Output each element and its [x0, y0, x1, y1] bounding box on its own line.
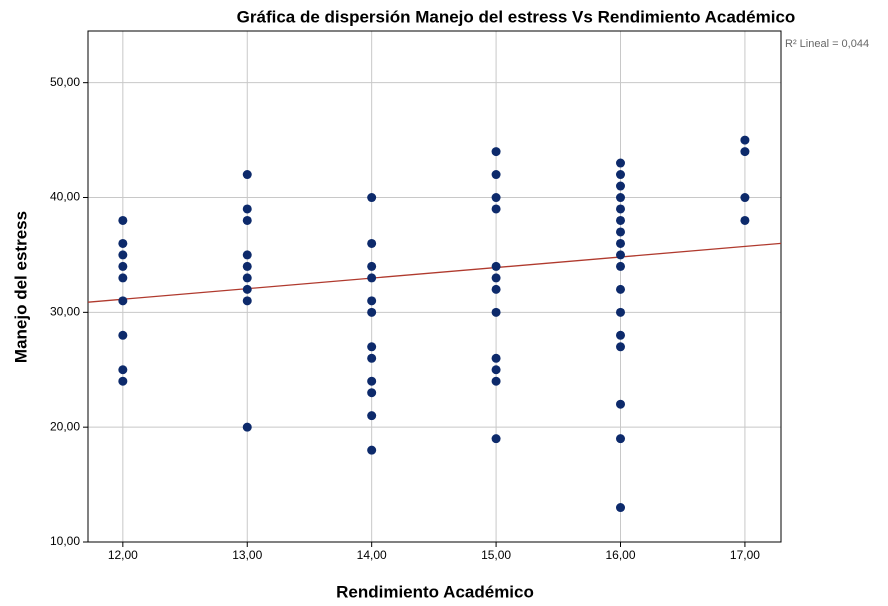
point	[616, 434, 626, 444]
chart-title: Gráfica de dispersión Manejo del estress…	[237, 7, 796, 26]
x-tick-label: 14,00	[357, 548, 387, 562]
point	[616, 193, 626, 203]
point	[118, 250, 128, 260]
point	[740, 147, 750, 157]
point	[740, 135, 750, 145]
point	[491, 273, 501, 283]
y-tick-label: 50,00	[50, 75, 80, 89]
point	[242, 422, 252, 432]
point	[491, 365, 501, 375]
point	[491, 204, 501, 214]
point	[367, 307, 377, 317]
point	[616, 342, 626, 352]
x-tick-label: 12,00	[108, 548, 138, 562]
point	[367, 388, 377, 398]
point	[491, 376, 501, 386]
point	[491, 170, 501, 180]
point	[491, 307, 501, 317]
point	[367, 238, 377, 248]
point	[491, 261, 501, 271]
point	[118, 376, 128, 386]
x-tick-label: 15,00	[481, 548, 511, 562]
x-axis-label: Rendimiento Académico	[336, 582, 534, 601]
plot-area	[87, 30, 782, 543]
point	[242, 273, 252, 283]
point	[491, 193, 501, 203]
point	[740, 215, 750, 225]
point	[616, 204, 626, 214]
point	[118, 215, 128, 225]
x-tick-label: 16,00	[605, 548, 635, 562]
point	[118, 296, 128, 306]
point	[367, 193, 377, 203]
point	[242, 204, 252, 214]
y-tick-label: 40,00	[50, 190, 80, 204]
point	[616, 250, 626, 260]
point	[242, 170, 252, 180]
point	[118, 238, 128, 248]
point	[616, 158, 626, 168]
x-tick-label: 17,00	[730, 548, 760, 562]
point	[118, 365, 128, 375]
y-tick-label: 30,00	[50, 305, 80, 319]
point	[740, 193, 750, 203]
point	[367, 445, 377, 455]
point	[242, 215, 252, 225]
point	[491, 284, 501, 294]
fit-line	[87, 242, 782, 303]
point	[616, 503, 626, 513]
x-tick-label: 13,00	[232, 548, 262, 562]
point	[118, 273, 128, 283]
point	[242, 250, 252, 260]
point	[367, 376, 377, 386]
point	[242, 261, 252, 271]
point	[367, 261, 377, 271]
point	[118, 261, 128, 271]
point	[367, 273, 377, 283]
point	[616, 399, 626, 409]
point	[616, 170, 626, 180]
point	[616, 330, 626, 340]
point	[491, 147, 501, 157]
point	[616, 261, 626, 271]
point	[616, 215, 626, 225]
point	[118, 330, 128, 340]
point	[491, 434, 501, 444]
point	[242, 284, 252, 294]
point	[367, 342, 377, 352]
point	[367, 353, 377, 363]
y-tick-label: 10,00	[50, 534, 80, 548]
point	[616, 227, 626, 237]
y-axis-label: Manejo del estress	[11, 211, 30, 363]
point	[616, 307, 626, 317]
point	[616, 238, 626, 248]
point	[242, 296, 252, 306]
point	[616, 181, 626, 191]
plot-border	[87, 30, 782, 543]
point	[491, 353, 501, 363]
point	[367, 296, 377, 306]
point	[367, 411, 377, 421]
annotation: R² Lineal = 0,044	[785, 38, 869, 50]
point	[616, 284, 626, 294]
y-tick-label: 20,00	[50, 419, 80, 433]
